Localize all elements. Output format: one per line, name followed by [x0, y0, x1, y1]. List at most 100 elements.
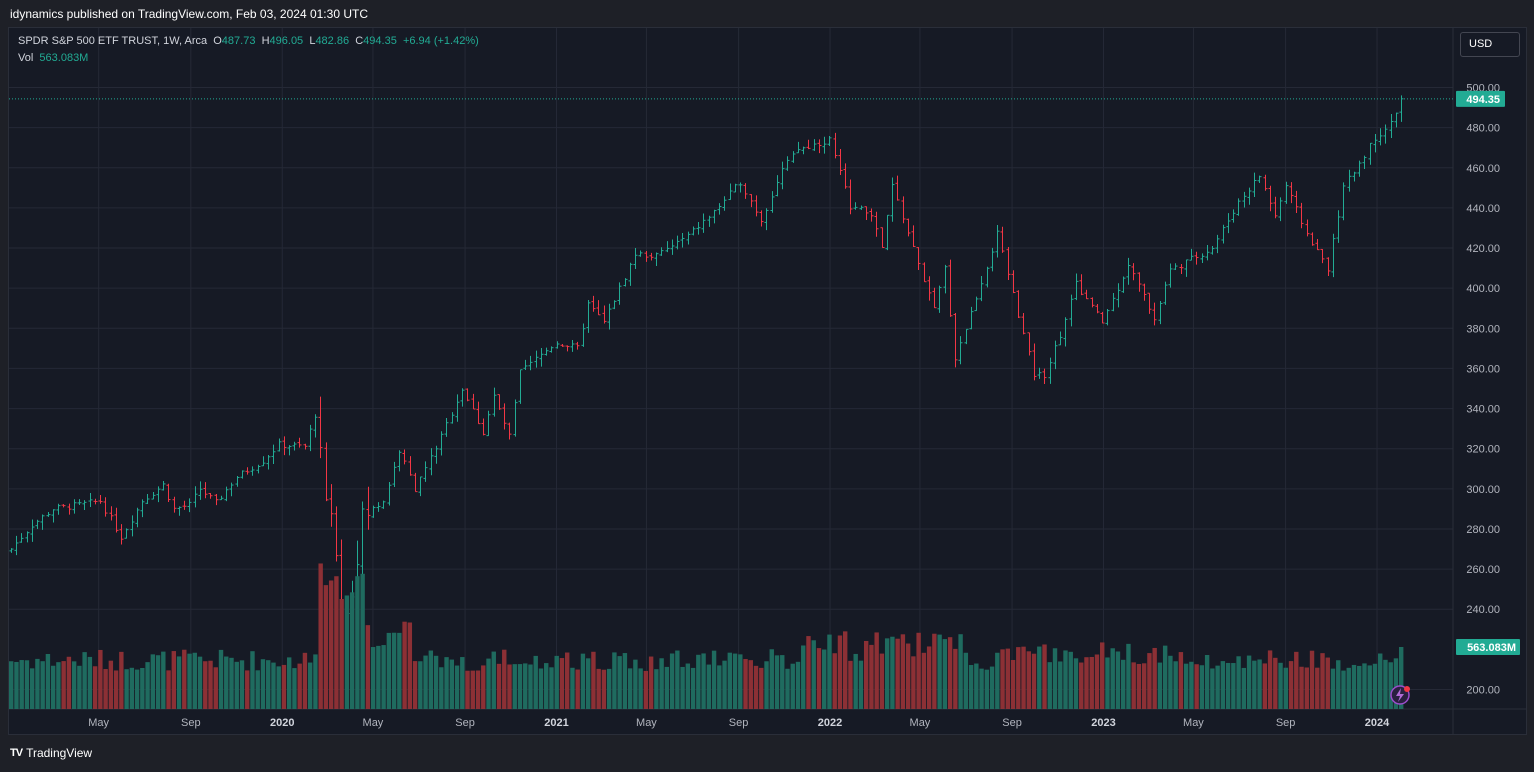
- volume-bar-up: [1351, 664, 1357, 709]
- volume-bar-up: [176, 656, 182, 709]
- volume-bar-up: [612, 652, 617, 709]
- ohlc-bar-up: [229, 482, 234, 497]
- ohlc-bar-up: [738, 182, 743, 193]
- currency-button[interactable]: USD: [1460, 32, 1520, 57]
- ohlc-bar-up: [156, 486, 161, 503]
- volume-bar-up: [239, 660, 245, 709]
- chart-panel[interactable]: [8, 27, 1527, 735]
- ohlc-bar-down: [119, 524, 124, 545]
- ohlc-bar-down: [93, 498, 98, 505]
- ohlc-bar-up: [1158, 301, 1163, 325]
- volume-bar-up: [460, 657, 465, 709]
- volume-bar-down: [297, 663, 302, 709]
- ohlc-bar-up: [40, 514, 45, 530]
- volume-bar-down: [1005, 648, 1011, 709]
- volume-bar-down: [806, 636, 811, 709]
- ohlc-bar-up: [1252, 172, 1257, 198]
- ohlc-bar-up: [1394, 112, 1399, 128]
- volume-bar-down: [848, 660, 853, 709]
- volume-bar-down: [832, 653, 837, 709]
- volume-bar-up: [1162, 645, 1168, 709]
- ohlc-bar-up: [1037, 367, 1042, 379]
- volume-bar-up: [155, 655, 161, 709]
- volume-bar-up: [234, 661, 239, 709]
- ohlc-bar-up: [240, 470, 245, 479]
- ohlc-bar-up: [633, 248, 638, 269]
- ohlc-bar-down: [1142, 283, 1147, 301]
- ohlc-bar-down: [476, 401, 481, 425]
- volume-legend: Vol 563.083M: [18, 52, 88, 64]
- series-legend: SPDR S&P 500 ETF TRUST, 1W, Arca O487.73…: [18, 35, 479, 47]
- volume-bar-up: [533, 655, 538, 709]
- volume-bar-down: [911, 656, 916, 709]
- volume-bar-up: [255, 670, 260, 709]
- volume-bar-up: [544, 663, 549, 709]
- ohlc-bar-up: [707, 215, 712, 227]
- high-value: 496.05: [269, 35, 304, 47]
- y-tick-label: 300.00: [1466, 484, 1500, 496]
- volume-bar-up: [1399, 647, 1404, 709]
- volume-bar-down: [816, 648, 822, 709]
- volume-bar-down: [1315, 667, 1320, 709]
- ohlc-bar-up: [586, 300, 591, 333]
- volume-bar-up: [1393, 658, 1399, 709]
- volume-bar-up: [491, 651, 496, 709]
- ohlc-bar-up: [770, 191, 775, 213]
- volume-bar-up: [622, 653, 628, 709]
- volume-bar-down: [591, 651, 596, 709]
- x-tick-label: 2021: [544, 717, 568, 729]
- ohlc-bar-up: [25, 531, 30, 543]
- ohlc-bar-down: [843, 163, 848, 189]
- ohlc-bar-down: [1011, 270, 1016, 294]
- volume-bar-up: [717, 665, 722, 709]
- volume-bar-up: [732, 653, 738, 709]
- volume-bar-up: [276, 666, 281, 709]
- ohlc-bar-up: [1111, 293, 1116, 312]
- volume-bar-up: [418, 661, 423, 709]
- volume-bar-down: [643, 670, 649, 709]
- ohlc-bar-down: [1137, 272, 1142, 292]
- volume-bar-up: [134, 669, 140, 709]
- ohlc-bar-up: [890, 177, 895, 222]
- volume-bar-up: [554, 655, 559, 709]
- volume-bar-up: [287, 657, 292, 709]
- volume-bar-up: [77, 665, 82, 709]
- ohlc-bar-up: [696, 221, 701, 235]
- volume-bar-down: [1294, 651, 1299, 709]
- ohlc-bar-down: [245, 467, 250, 475]
- volume-bar-up: [890, 636, 895, 709]
- ohlc-bar-up: [995, 225, 1000, 258]
- x-tick-label: Sep: [181, 717, 201, 729]
- volume-bar-down: [648, 656, 654, 709]
- volume-bar-up: [780, 655, 785, 709]
- notification-dot-icon: [1404, 686, 1410, 692]
- volume-bar-up: [974, 663, 979, 709]
- volume-bar-up: [811, 640, 816, 709]
- ohlc-bar-up: [1069, 294, 1074, 327]
- footer-brand[interactable]: TV TradingView: [10, 746, 92, 760]
- volume-bar-up: [386, 632, 392, 709]
- volume-bar-up: [87, 656, 93, 709]
- volume-bar-up: [1204, 655, 1210, 709]
- volume-bar-down: [318, 563, 323, 709]
- ohlc-bar-down: [864, 206, 869, 221]
- ohlc-bar-up: [1053, 340, 1058, 370]
- volume-bar-up: [56, 662, 61, 709]
- ohlc-bar-up: [492, 387, 497, 417]
- ohlc-bar-down: [602, 305, 607, 324]
- ohlc-bar-up: [124, 528, 129, 539]
- volume-bar-down: [171, 651, 177, 709]
- volume-bar-up: [1336, 660, 1341, 709]
- ohlc-bar-up: [313, 414, 318, 438]
- ohlc-bar-down: [906, 218, 911, 237]
- volume-bar-up: [1126, 643, 1131, 709]
- x-tick-label: 2023: [1091, 717, 1115, 729]
- volume-bar-down: [1267, 650, 1273, 709]
- volume-bar-down: [1320, 653, 1325, 709]
- volume-bar-down: [879, 653, 885, 709]
- x-tick-label: May: [636, 717, 657, 729]
- brand-label: TradingView: [26, 746, 93, 760]
- x-tick-label: 2022: [818, 717, 842, 729]
- volume-bar-up: [19, 660, 24, 709]
